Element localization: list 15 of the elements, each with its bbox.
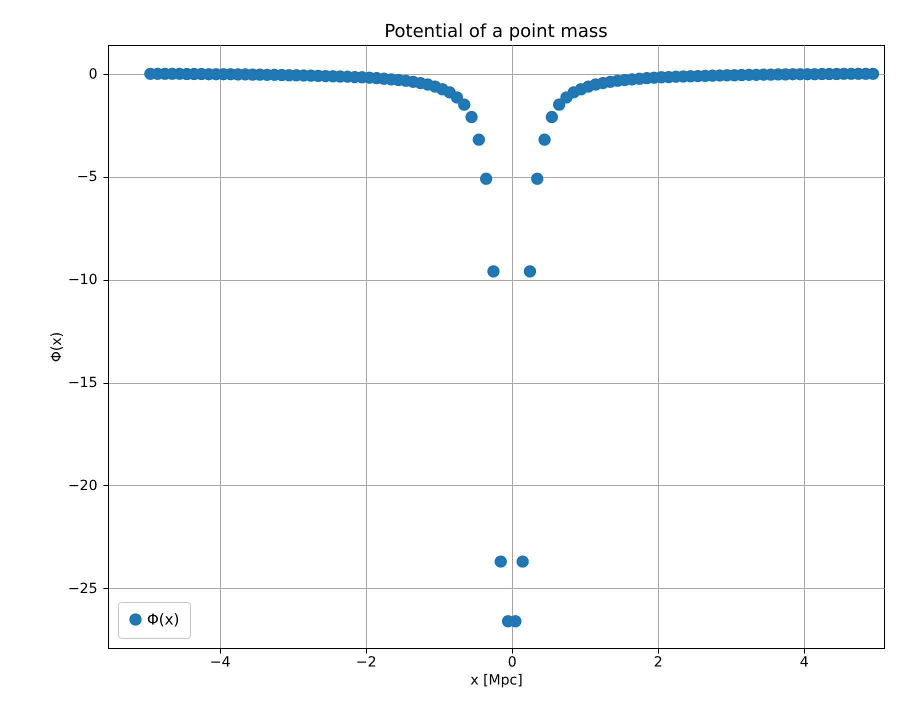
chart-title: Potential of a point mass bbox=[384, 21, 608, 42]
y-axis-title: Φ(x) bbox=[48, 332, 65, 362]
x-tick-label: 0 bbox=[508, 654, 517, 670]
y-tick-label: −5 bbox=[76, 169, 98, 186]
x-tick-label: −4 bbox=[210, 654, 231, 670]
legend-label: Φ(x) bbox=[147, 610, 180, 628]
y-tick-label: −25 bbox=[68, 580, 98, 597]
x-axis-title: x [Mpc] bbox=[470, 672, 523, 688]
y-tick-label: 0 bbox=[88, 66, 98, 82]
x-tick-label: 4 bbox=[800, 654, 809, 670]
y-tick-label: −15 bbox=[68, 375, 98, 392]
x-tick-label: 2 bbox=[654, 654, 663, 670]
x-tick-label: −2 bbox=[356, 654, 377, 670]
y-tick-label: −10 bbox=[68, 272, 98, 288]
y-tick-label: −20 bbox=[68, 478, 98, 494]
